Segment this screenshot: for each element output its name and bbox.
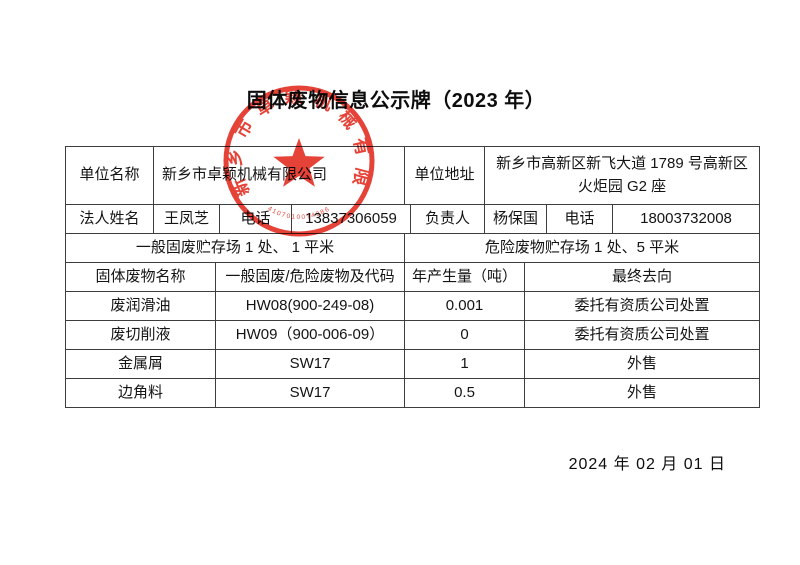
table-row-waste-2: 废切削液 HW09（900-006-09） 0 委托有资质公司处置: [66, 320, 759, 349]
unit-address-label: 单位地址: [404, 147, 484, 204]
page-title: 固体废物信息公示牌（2023 年）: [246, 90, 546, 112]
waste-name: 边角料: [117, 383, 163, 401]
manager-value: 杨保国: [484, 205, 546, 233]
waste-yield: 1: [404, 350, 524, 378]
waste-yield: 0.5: [404, 379, 524, 407]
header-waste-code: 一般固废/危险废物及代码: [215, 263, 404, 291]
table-row-waste-1: 废润滑油 HW08(900-249-08) 0.001 委托有资质公司处置: [66, 291, 759, 320]
waste-code: SW17: [215, 379, 404, 407]
publish-date: 2024 年 02 月 01 日: [568, 456, 726, 473]
phone2-value: 18003732008: [612, 205, 759, 233]
phone1-label: 电话: [219, 205, 291, 233]
phone1-value: 13837306059: [291, 205, 410, 233]
waste-destination: 外售: [524, 350, 759, 378]
table-row-storage: 一般固废贮存场 1 处、 1 平米 危险废物贮存场 1 处、5 平米: [66, 233, 759, 262]
waste-name: 废润滑油: [110, 296, 171, 314]
waste-destination: 外售: [524, 379, 759, 407]
table-row-waste-3: 金属屑 SW17 1 外售: [66, 349, 759, 378]
header-waste-name: 固体废物名称: [95, 267, 186, 285]
waste-code: HW08(900-249-08): [215, 292, 404, 320]
waste-name: 废切削液: [110, 325, 171, 343]
waste-destination: 委托有资质公司处置: [524, 292, 759, 320]
waste-code: SW17: [215, 350, 404, 378]
manager-label: 负责人: [410, 205, 484, 233]
table-row-contacts: 法人姓名 王凤芝 电话 13837306059 负责人 杨保国 电话 18003…: [66, 204, 759, 233]
hazardous-storage-text: 危险废物贮存场 1 处、5 平米: [404, 234, 759, 262]
table-row-unit: 单位名称 新乡市卓颖机械有限公司 单位地址 新乡市高新区新飞大道 1789 号高…: [66, 147, 759, 204]
unit-name-label: 单位名称: [79, 166, 140, 184]
table-row-waste-4: 边角料 SW17 0.5 外售: [66, 378, 759, 407]
header-destination: 最终去向: [524, 263, 759, 291]
general-storage-text: 一般固废贮存场 1 处、 1 平米: [135, 238, 335, 256]
table-header-row: 固体废物名称 一般固废/危险废物及代码 年产生量（吨） 最终去向: [66, 262, 759, 291]
waste-code: HW09（900-006-09）: [215, 321, 404, 349]
unit-address-value: 新乡市高新区新飞大道 1789 号高新区火炬园 G2 座: [484, 147, 759, 204]
legal-name-value: 王凤芝: [153, 205, 219, 233]
waste-yield: 0.001: [404, 292, 524, 320]
header-annual-yield: 年产生量（吨）: [404, 263, 524, 291]
unit-name-value: 新乡市卓颖机械有限公司: [153, 147, 404, 204]
phone2-label: 电话: [546, 205, 612, 233]
legal-name-label: 法人姓名: [79, 209, 140, 227]
info-table: 单位名称 新乡市卓颖机械有限公司 单位地址 新乡市高新区新飞大道 1789 号高…: [65, 146, 760, 408]
waste-name: 金属屑: [117, 354, 163, 372]
waste-destination: 委托有资质公司处置: [524, 321, 759, 349]
waste-yield: 0: [404, 321, 524, 349]
